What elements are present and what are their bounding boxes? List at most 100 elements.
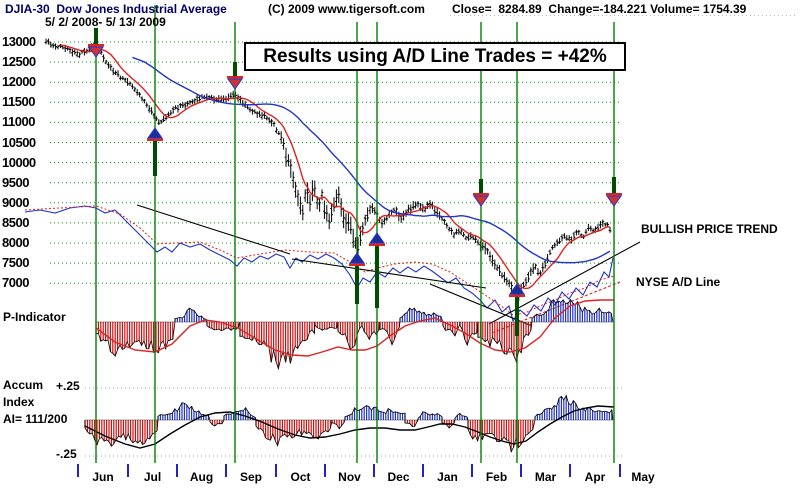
p-indicator-bar [536,314,538,322]
month-tick [225,464,227,477]
p-indicator-bar [428,314,430,322]
p-indicator-bar [386,322,388,333]
accum-index-bar [582,407,584,420]
p-indicator-bar [150,322,152,341]
accum-index-bar [459,413,461,420]
accum-index-bar [174,408,176,420]
nyse-ad-line-label: NYSE A/D Line [636,275,721,289]
p-indicator-bar [596,311,598,322]
p-indicator-bar [342,322,344,335]
p-indicator-bar [119,322,121,346]
p-indicator-bar [193,310,195,322]
p-indicator-bar [167,322,169,341]
accum-index-bar [436,413,438,420]
p-indicator-bar [344,322,346,334]
p-indicator-bar [391,322,393,345]
p-indicator-bar [447,322,449,330]
plus25-label: +.25 [56,379,80,393]
accum-index-bar [601,411,603,420]
price-axis-label: 8500 [2,214,29,230]
slow-moving-average [132,56,611,264]
p-indicator-bar [605,312,607,322]
p-indicator-bar [263,322,265,341]
sell-arrow-icon [227,78,243,90]
p-indicator-envelope [477,321,533,364]
accum-index-bar [541,413,543,420]
price-axis-label: 9000 [2,194,29,210]
p-indicator-bar [216,322,218,330]
accum-index-bar [419,416,421,420]
accum-index-bar [370,410,372,420]
accum-index-bar [205,415,207,420]
accum-index-bar [544,409,546,420]
p-indicator-bar [452,322,454,333]
p-indicator-envelope [337,322,363,350]
p-indicator-bar [384,322,386,330]
p-indicator-bar [543,314,545,322]
p-indicator-bar [491,322,493,337]
p-indicator-bar [258,322,260,345]
accum-index-bar [130,420,132,440]
p-indicator-bar [586,310,588,322]
accum-index-bar [86,420,88,432]
p-indicator-bar [530,322,532,331]
accum-index-bar [137,420,139,444]
accum-index-bar [532,420,534,430]
accum-index-bar [198,410,200,420]
accum-index-bar [313,420,315,438]
p-indicator-bar [304,322,306,341]
p-indicator-bar [503,322,505,354]
buy-signal-bar [349,263,365,266]
buy-signal-bar [369,243,385,246]
p-indicator-bar [425,315,427,322]
accum-index-bar [171,413,173,420]
p-indicator-bar [220,322,222,331]
accum-index-bar [216,420,218,424]
accum-index-bar [262,420,264,432]
buy-signal-bar [509,294,525,297]
p-indicator-bar [321,322,323,331]
p-indicator-bar [603,312,605,322]
p-indicator-bar [261,322,263,345]
price-axis-label: 12500 [2,54,36,70]
p-indicator-bar [572,303,574,322]
p-indicator-bar [275,322,277,362]
accum-index-bar [451,420,453,426]
accum-index-bar [496,420,498,442]
p-indicator-bar [487,322,489,340]
accum-index-bar [228,414,230,420]
accum-index-bar [293,420,295,437]
accum-index-bar [565,395,567,420]
accum-index-bar [181,402,183,420]
accum-index-bar [378,411,380,420]
p-indicator-bar [466,322,468,346]
accum-index-bar [89,420,91,435]
p-indicator-bar [311,322,313,330]
p-indicator-bar [548,309,550,322]
p-indicator-envelope [459,321,479,347]
accum-index-bar [520,420,522,445]
p-indicator-bar [143,322,145,341]
trendline [291,258,487,289]
p-indicator-bar [124,322,126,349]
accum-index-bar [572,400,574,420]
signal-thick-segment [479,179,483,193]
accum-index-bar [439,415,441,420]
accum-index-bar [110,420,112,447]
p-indicator-bar [371,322,373,335]
accum-index-bar [481,420,483,440]
accum-index-bar [568,403,570,420]
accum-index-bar [176,411,178,420]
p-indicator-bar [145,322,147,349]
month-label: Apr [584,470,606,484]
p-indicator-bar [301,322,303,341]
accum-index-bar [491,420,493,434]
accum-index-bar [341,420,343,426]
accum-index-bar [132,420,134,443]
buy-arrow-icon [349,252,365,264]
accum-index-bar [399,413,401,420]
accum-index-bar [245,407,247,420]
accum-index-bar [548,408,550,420]
signal-thick-segment [94,28,98,44]
